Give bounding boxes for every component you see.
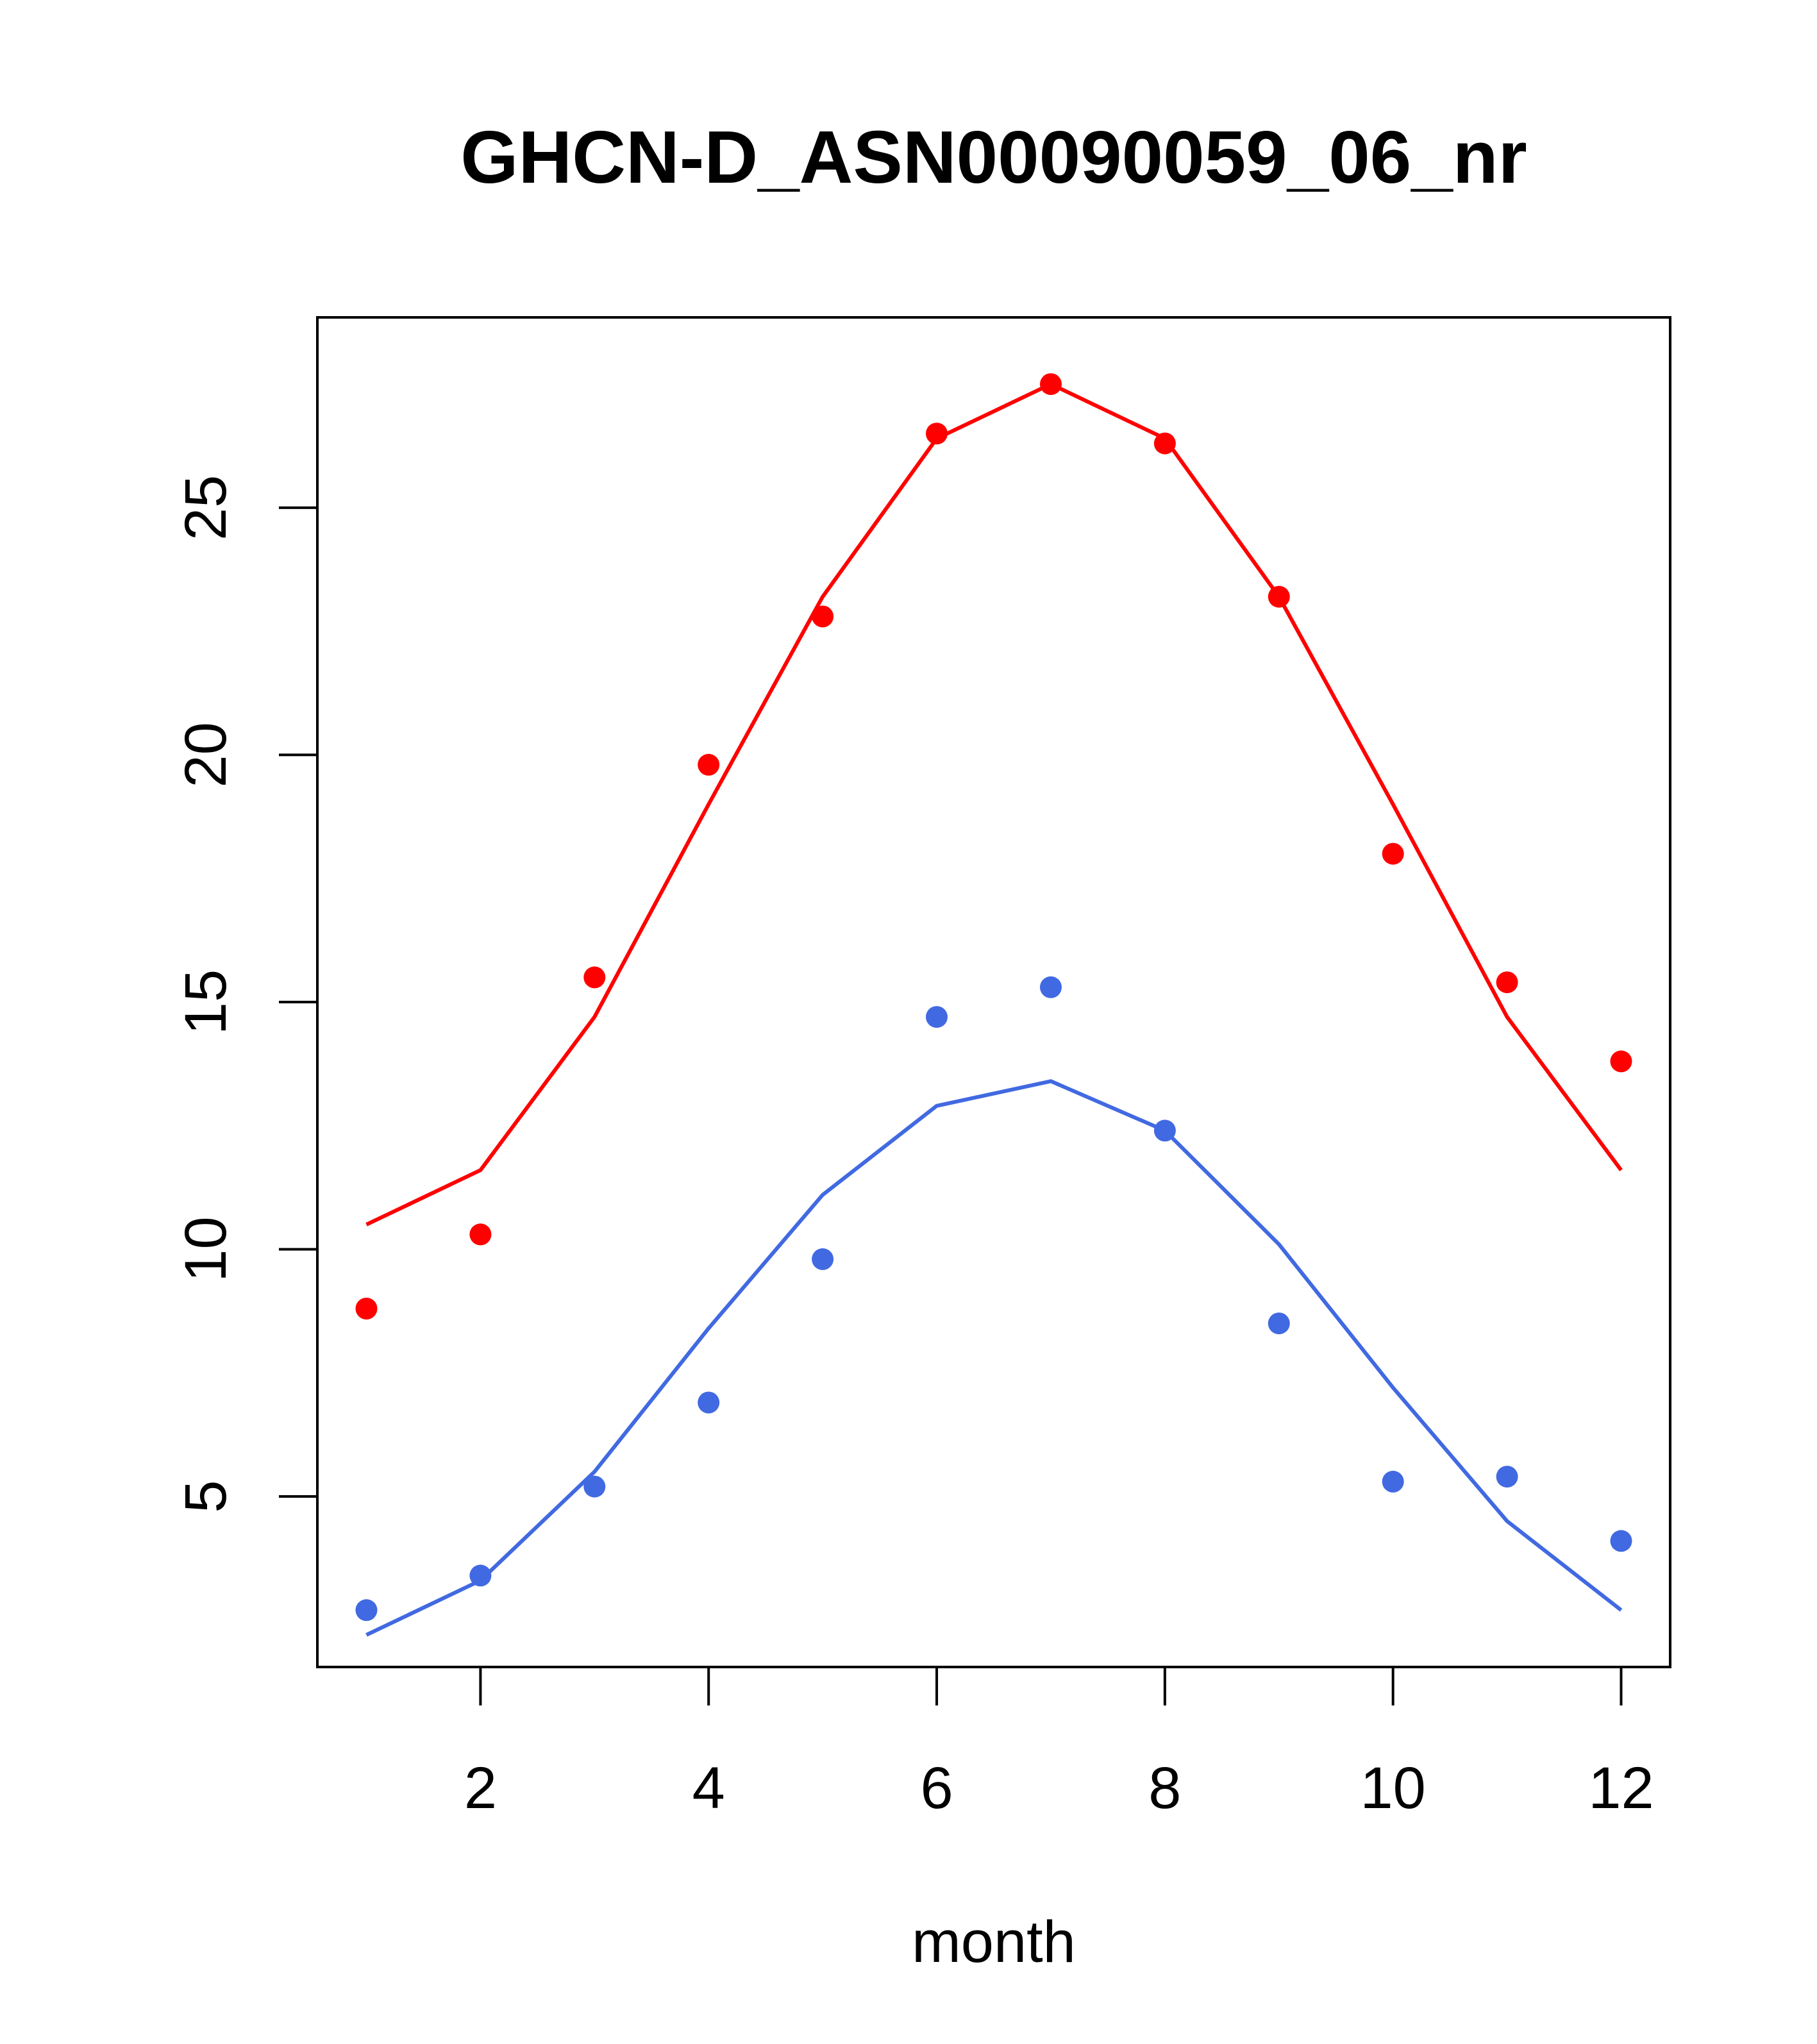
data-point [583,1475,606,1498]
data-point [1268,585,1290,608]
data-point [469,1223,492,1246]
y-axis: 5 10 15 20 25 [173,475,319,1513]
data-point [698,753,720,776]
chart-title: GHCN-D_ASN00090059_06_nr [460,115,1527,199]
data-point [698,1391,720,1414]
data-point [1382,1470,1404,1493]
y-tick-label: 20 [173,722,239,787]
data-point [926,1006,948,1028]
x-tick-label: 2 [464,1755,497,1821]
y-tick-label: 15 [173,969,239,1035]
series-line [365,1079,1623,1637]
data-point [1382,842,1404,865]
x-tick-label: 12 [1588,1755,1654,1821]
x-axis: 2 4 6 8 10 12 [464,1666,1654,1821]
data-point [355,1599,378,1621]
plot-frame [316,316,1671,1668]
y-tick-label: 25 [173,475,239,540]
data-point [1040,976,1062,998]
x-tick-label: 4 [692,1755,725,1821]
data-point [1496,971,1518,994]
data-point [583,966,606,989]
x-tick-label: 6 [920,1755,953,1821]
data-point [469,1564,492,1587]
data-point [1496,1466,1518,1488]
series-layer [355,373,1632,1637]
y-tick-label: 5 [173,1480,239,1512]
data-point [1610,1050,1632,1073]
data-point [1610,1530,1632,1552]
y-tick-label: 10 [173,1216,239,1282]
x-tick-label: 10 [1361,1755,1426,1821]
data-point [1153,1119,1176,1142]
data-point [812,605,834,628]
series-0 [355,373,1632,1319]
data-point [926,423,948,445]
x-axis-label: month [912,1909,1076,1975]
series-line [365,382,1623,1227]
x-tick-label: 8 [1148,1755,1181,1821]
data-point [1153,432,1176,455]
data-point [812,1248,834,1270]
data-point [355,1298,378,1319]
data-point [1040,373,1062,396]
data-point [1268,1312,1290,1335]
series-1 [355,976,1632,1637]
